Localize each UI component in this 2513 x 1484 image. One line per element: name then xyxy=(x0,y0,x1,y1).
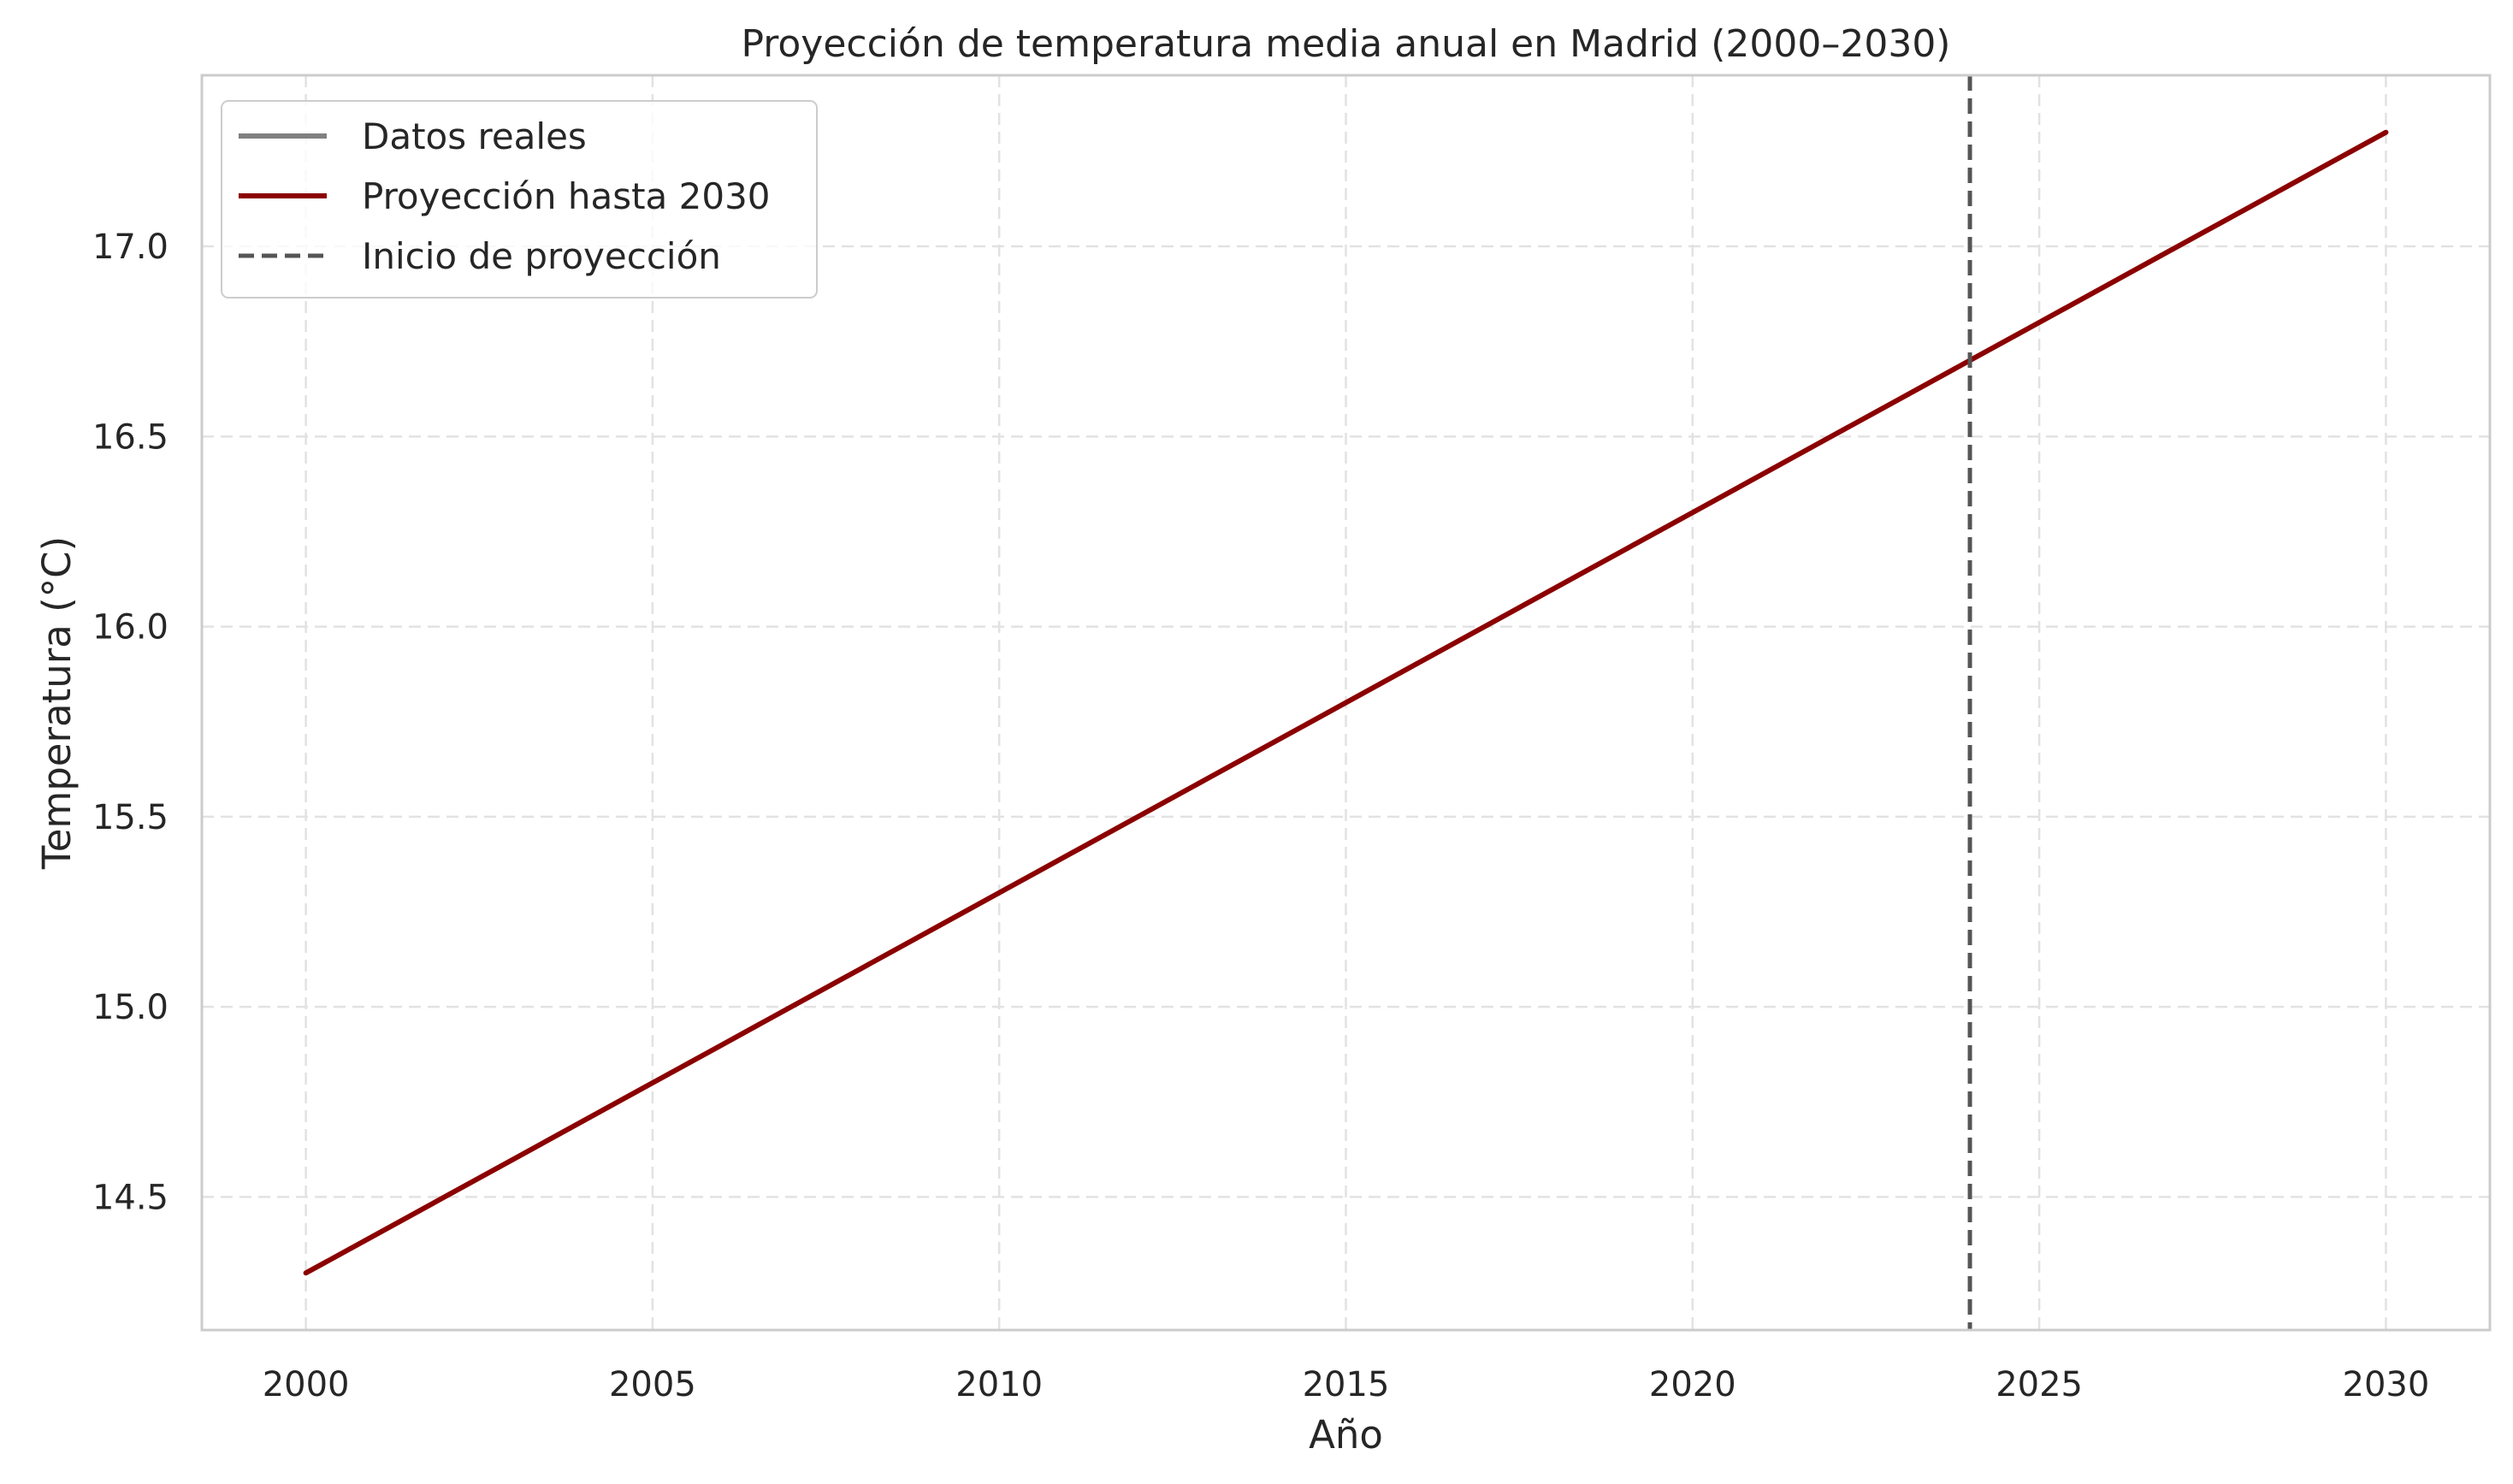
x-tick-label: 2000 xyxy=(263,1365,350,1404)
y-tick-label: 16.0 xyxy=(92,608,169,647)
x-tick-label: 2005 xyxy=(609,1365,696,1404)
y-tick-label: 17.0 xyxy=(92,228,169,267)
x-tick-label: 2020 xyxy=(1649,1365,1736,1404)
y-tick-label: 14.5 xyxy=(92,1178,169,1217)
x-tick-label: 2025 xyxy=(1996,1365,2083,1404)
y-tick-label: 15.0 xyxy=(92,988,169,1027)
plot-frame xyxy=(200,74,2492,1332)
legend-box xyxy=(221,100,818,299)
y-axis-label: Temperatura (°C) xyxy=(34,536,80,870)
y-tick-label: 16.5 xyxy=(92,417,169,457)
x-tick-label: 2015 xyxy=(1303,1365,1390,1404)
legend: Datos reales Proyección hasta 2030 Inici… xyxy=(221,100,818,299)
series-lines xyxy=(303,75,2389,1330)
x-tick-label: 2010 xyxy=(955,1365,1043,1404)
y-axis-ticks: 14.5 15.0 15.5 16.0 16.5 17.0 xyxy=(92,228,169,1217)
x-axis-label: Año xyxy=(1309,1412,1383,1457)
y-tick-label: 15.5 xyxy=(92,798,169,837)
legend-label-proyeccion: Proyección hasta 2030 xyxy=(362,175,771,217)
legend-label-inicio-proyeccion: Inicio de proyección xyxy=(362,235,721,277)
chart-title: Proyección de temperatura media anual en… xyxy=(742,22,1951,66)
x-axis-ticks: 2000 2005 2010 2015 2020 2025 2030 xyxy=(263,1365,2430,1404)
series-line xyxy=(303,129,2389,1276)
legend-label-datos-reales: Datos reales xyxy=(362,115,587,157)
x-tick-label: 2030 xyxy=(2343,1365,2430,1404)
